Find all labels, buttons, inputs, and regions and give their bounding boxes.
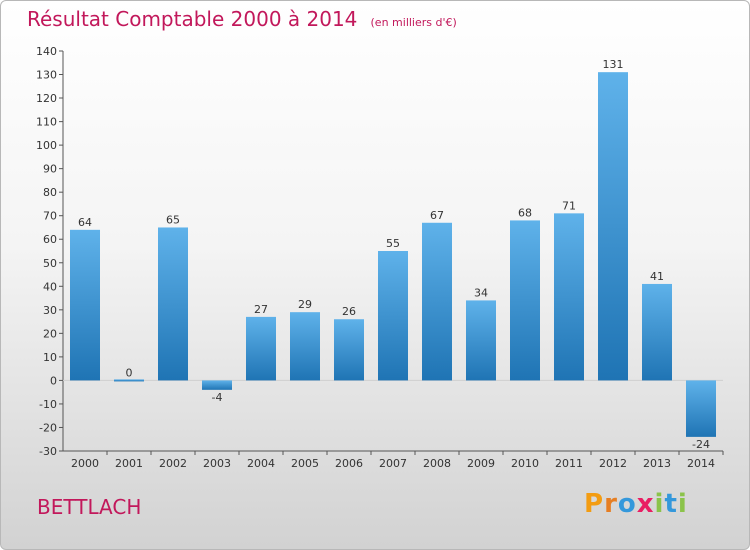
y-tick-label: -30 (39, 445, 57, 458)
y-tick-label: 80 (43, 186, 57, 199)
data-label-2012: 131 (603, 58, 624, 71)
y-tick-label: 90 (43, 163, 57, 176)
bar-2008[interactable] (422, 222, 452, 381)
x-tick-label: 2011 (555, 457, 583, 470)
bars (70, 72, 716, 437)
y-tick-label: 60 (43, 233, 57, 246)
y-tick-label: -10 (39, 398, 57, 411)
x-tick-label: 2002 (159, 457, 187, 470)
axes: -30 -20 -10 0 10 20 30 40 50 60 70 80 90 100 110 120 130… (36, 45, 724, 470)
bar-2014[interactable] (686, 380, 716, 437)
x-tick-label: 2005 (291, 457, 319, 470)
bar-2002[interactable] (158, 227, 188, 381)
x-tick-label: 2006 (335, 457, 363, 470)
proxiti-logo[interactable]: Proxiti (584, 489, 688, 519)
data-label-2008: 67 (430, 209, 444, 222)
y-tick-label: 30 (43, 304, 57, 317)
data-labels: 64 0 65 -4 27 29 26 55 67 34 68 71 131 41 -24 (78, 58, 710, 451)
logo-letter: o (617, 489, 637, 519)
bar-2013[interactable] (642, 283, 672, 381)
data-label-2010: 68 (518, 206, 532, 219)
x-tick-label: 2009 (467, 457, 495, 470)
y-tick-label: 10 (43, 351, 57, 364)
y-tick-label: 40 (43, 280, 57, 293)
bar-2005[interactable] (290, 312, 320, 381)
x-tick-label: 2001 (115, 457, 143, 470)
data-label-2014: -24 (692, 438, 710, 451)
x-tick-label: 2014 (687, 457, 715, 470)
data-label-2005: 29 (298, 298, 312, 311)
data-label-2000: 64 (78, 216, 92, 229)
logo-letter: i (677, 489, 688, 519)
data-label-2013: 41 (650, 270, 664, 283)
data-label-2001: 0 (126, 366, 133, 379)
bar-2003[interactable] (202, 380, 232, 390)
y-tick-label: 50 (43, 257, 57, 270)
x-tick-label: 2013 (643, 457, 671, 470)
bar-2012[interactable] (598, 72, 628, 381)
chart-subtitle: (en milliers d'€) (370, 16, 457, 29)
chart-title: Résultat Comptable 2000 à 2014 (27, 7, 358, 31)
y-tick-label: 130 (36, 69, 57, 82)
logo-letter: P (584, 489, 605, 519)
bar-2000[interactable] (70, 229, 100, 381)
commune-name: BETTLACH (37, 495, 142, 519)
x-tick-label: 2004 (247, 457, 275, 470)
bar-2007[interactable] (378, 251, 408, 381)
data-label-2004: 27 (254, 303, 268, 316)
bar-2004[interactable] (246, 316, 276, 381)
x-tick-label: 2000 (71, 457, 99, 470)
y-tick-label: 140 (36, 45, 57, 58)
bar-2009[interactable] (466, 300, 496, 381)
y-tick-label: 100 (36, 139, 57, 152)
bar-2006[interactable] (334, 319, 364, 381)
x-tick-label: 2012 (599, 457, 627, 470)
data-label-2003: -4 (212, 391, 223, 404)
logo-letter: i (654, 489, 665, 519)
data-label-2006: 26 (342, 305, 356, 318)
y-tick-label: -20 (39, 421, 57, 434)
y-tick-label: 20 (43, 327, 57, 340)
y-tick-label: 70 (43, 210, 57, 223)
chart-header: Résultat Comptable 2000 à 2014 (en milli… (27, 7, 457, 31)
x-tick-label: 2007 (379, 457, 407, 470)
y-tick-label: 110 (36, 116, 57, 129)
bar-2011[interactable] (554, 213, 584, 381)
x-tick-label: 2008 (423, 457, 451, 470)
y-tick-label: 0 (50, 374, 57, 387)
logo-letter: t (664, 489, 678, 519)
data-label-2002: 65 (166, 213, 180, 226)
data-label-2009: 34 (474, 286, 488, 299)
x-tick-label: 2010 (511, 457, 539, 470)
bar-2010[interactable] (510, 220, 540, 381)
y-tick-label: 120 (36, 92, 57, 105)
bar-2001[interactable] (114, 379, 144, 382)
data-label-2007: 55 (386, 237, 400, 250)
x-tick-label: 2003 (203, 457, 231, 470)
logo-letter: r (604, 489, 618, 519)
data-label-2011: 71 (562, 199, 576, 212)
logo-letter: x (636, 489, 655, 519)
